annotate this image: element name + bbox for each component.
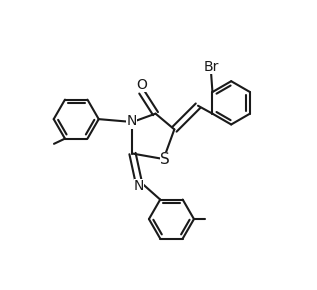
Text: S: S	[160, 153, 170, 167]
Text: N: N	[126, 115, 137, 128]
Text: Br: Br	[203, 60, 219, 74]
Text: N: N	[134, 180, 144, 193]
Text: O: O	[136, 78, 147, 92]
